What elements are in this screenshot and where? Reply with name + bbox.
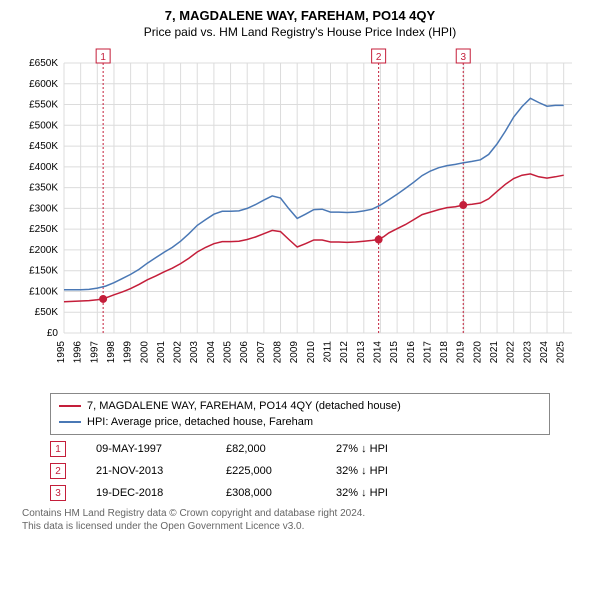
chart-svg: £0 £50K £100K £150K £200K £250K £300K £350K £400… [20,47,580,387]
svg-text:2020: 2020 [472,341,483,364]
event-row: 2 21-NOV-2013 £225,000 32% ↓ HPI [50,463,590,479]
svg-text:£50K: £50K [35,307,59,318]
footer: Contains HM Land Registry data © Crown c… [22,507,590,533]
svg-text:£300K: £300K [29,203,58,214]
legend-row-blue: HPI: Average price, detached house, Fare… [59,414,541,430]
svg-text:£400K: £400K [29,162,58,173]
svg-text:2012: 2012 [339,341,350,364]
footer-line1: Contains HM Land Registry data © Crown c… [22,507,590,520]
legend-swatch-red [59,405,81,407]
event-row: 3 19-DEC-2018 £308,000 32% ↓ HPI [50,485,590,501]
svg-text:£650K: £650K [29,58,58,69]
event-date: 21-NOV-2013 [96,465,196,477]
svg-text:1996: 1996 [73,341,84,364]
svg-text:£350K: £350K [29,183,58,194]
svg-text:2: 2 [376,52,382,63]
footer-line2: This data is licensed under the Open Gov… [22,520,590,533]
svg-text:2002: 2002 [173,341,184,364]
svg-text:2007: 2007 [256,341,267,364]
event-badge: 3 [50,485,66,501]
svg-text:2003: 2003 [189,341,200,364]
svg-text:1995: 1995 [56,341,67,364]
svg-text:£200K: £200K [29,245,58,256]
svg-text:2017: 2017 [422,341,433,364]
price-chart-container: 7, MAGDALENE WAY, FAREHAM, PO14 4QY Pric… [0,0,600,539]
legend: 7, MAGDALENE WAY, FAREHAM, PO14 4QY (det… [50,393,550,435]
svg-text:1998: 1998 [106,341,117,364]
event-price: £308,000 [226,487,306,499]
svg-text:2016: 2016 [406,341,417,364]
svg-text:£500K: £500K [29,120,58,131]
svg-text:2008: 2008 [273,341,284,364]
svg-text:2000: 2000 [139,341,150,364]
event-delta: 32% ↓ HPI [336,465,416,477]
svg-text:2005: 2005 [223,341,234,364]
svg-text:2022: 2022 [506,341,517,364]
svg-text:£250K: £250K [29,224,58,235]
svg-text:2018: 2018 [439,341,450,364]
event-badge: 2 [50,463,66,479]
events-table: 1 09-MAY-1997 £82,000 27% ↓ HPI 2 21-NOV-2013… [50,441,590,501]
event-date: 09-MAY-1997 [96,443,196,455]
svg-text:£550K: £550K [29,100,58,111]
svg-text:2013: 2013 [356,341,367,364]
svg-text:3: 3 [460,52,466,63]
event-delta: 27% ↓ HPI [336,443,416,455]
svg-text:2001: 2001 [156,341,167,364]
svg-text:2023: 2023 [522,341,533,364]
legend-swatch-blue [59,421,81,423]
svg-text:2024: 2024 [539,341,550,364]
svg-text:2004: 2004 [206,341,217,364]
event-price: £225,000 [226,465,306,477]
svg-text:2019: 2019 [456,341,467,364]
chart-subtitle: Price paid vs. HM Land Registry's House … [10,25,590,39]
svg-text:£150K: £150K [29,266,58,277]
svg-text:£600K: £600K [29,79,58,90]
svg-text:2011: 2011 [322,341,333,363]
legend-label-blue: HPI: Average price, detached house, Fare… [87,414,313,430]
chart-title: 7, MAGDALENE WAY, FAREHAM, PO14 4QY [10,8,590,23]
legend-label-red: 7, MAGDALENE WAY, FAREHAM, PO14 4QY (det… [87,398,401,414]
event-badge: 1 [50,441,66,457]
svg-text:2025: 2025 [556,341,567,364]
svg-text:2010: 2010 [306,341,317,364]
svg-text:2014: 2014 [372,341,383,364]
event-row: 1 09-MAY-1997 £82,000 27% ↓ HPI [50,441,590,457]
svg-text:1997: 1997 [89,341,100,364]
event-date: 19-DEC-2018 [96,487,196,499]
svg-text:2015: 2015 [389,341,400,364]
event-price: £82,000 [226,443,306,455]
svg-text:1: 1 [100,52,106,63]
svg-text:2006: 2006 [239,341,250,364]
svg-text:2021: 2021 [489,341,500,364]
svg-text:1999: 1999 [123,341,134,364]
legend-row-red: 7, MAGDALENE WAY, FAREHAM, PO14 4QY (det… [59,398,541,414]
plot-area: £0 £50K £100K £150K £200K £250K £300K £350K £400… [20,47,580,387]
svg-text:£100K: £100K [29,286,58,297]
svg-text:£0: £0 [47,328,59,339]
svg-text:£450K: £450K [29,141,58,152]
svg-text:2009: 2009 [289,341,300,364]
event-delta: 32% ↓ HPI [336,487,416,499]
